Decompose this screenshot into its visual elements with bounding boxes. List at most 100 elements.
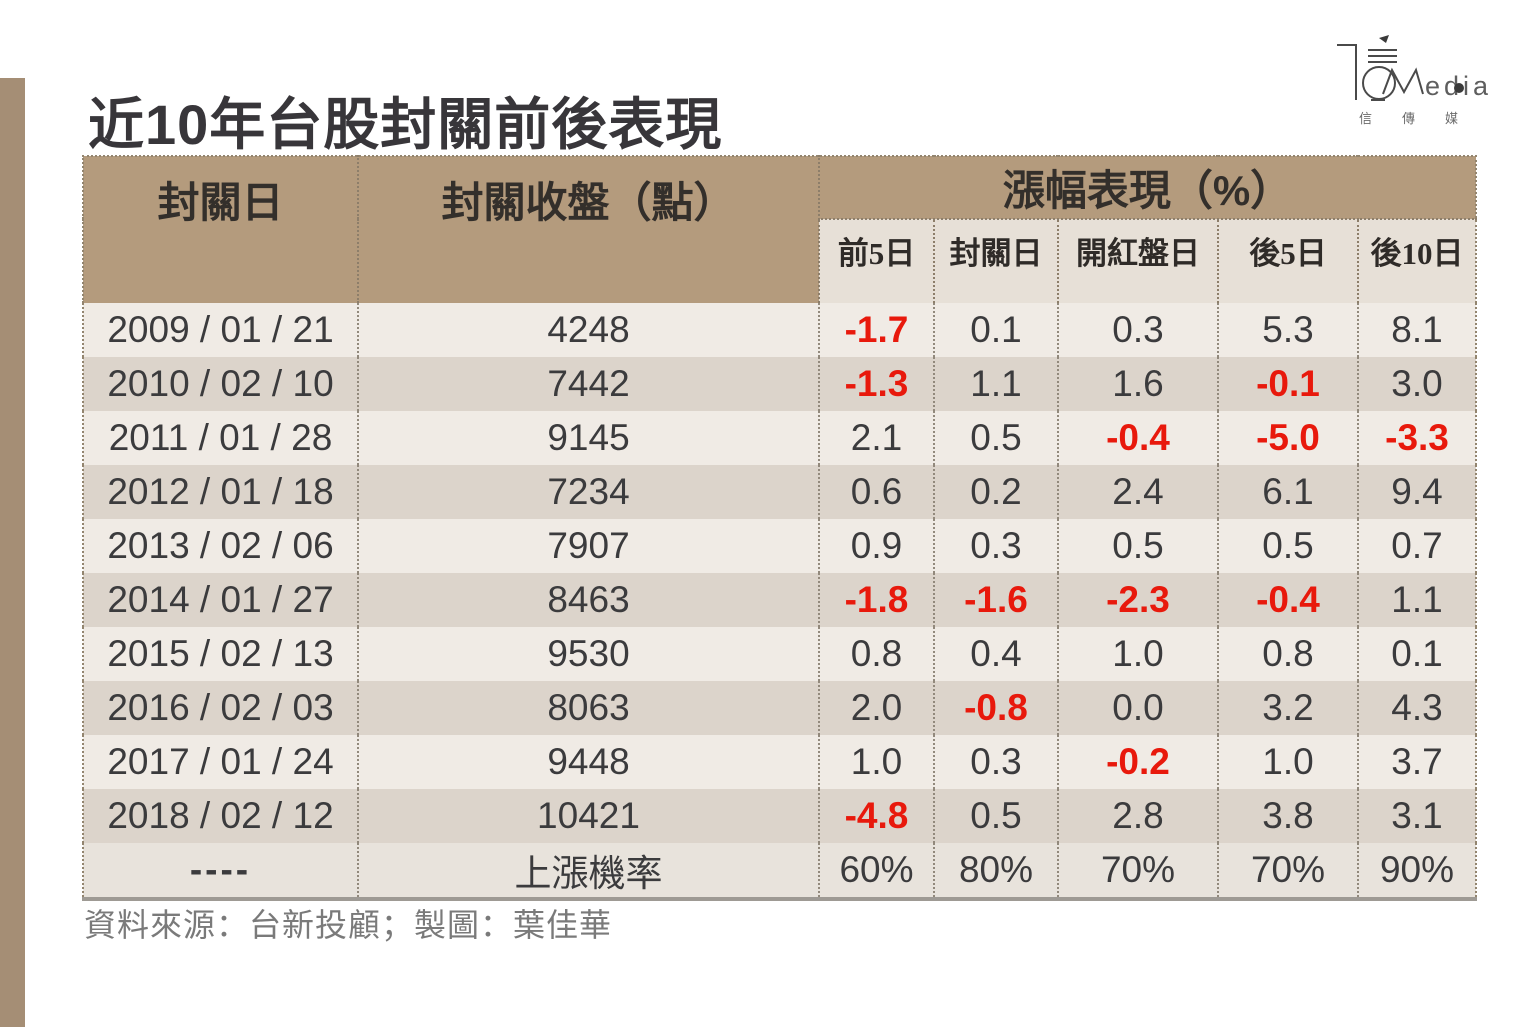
performance-cell: 0.1	[933, 303, 1058, 357]
performance-cell: -0.1	[1217, 357, 1358, 411]
performance-cell: 1.1	[1356, 573, 1477, 627]
performance-cell: 0.8	[818, 627, 934, 681]
performance-cell: -1.3	[818, 357, 934, 411]
performance-cell: 0.3	[933, 735, 1058, 789]
performance-cell: 0.3	[1057, 303, 1218, 357]
performance-table: 封關日 封關收盤（點） 漲幅表現（%） 前5日 封關日 開紅盤日 後5日 後10…	[82, 155, 1478, 901]
closing-points-cell: 4248	[357, 303, 819, 357]
source-note: 資料來源：台新投顧；製圖：葉佳華	[84, 907, 613, 943]
performance-cell: 1.0	[1217, 735, 1358, 789]
table-row: 2009 / 01 / 21 4248 -1.7 0.1 0.3 5.3 8.1	[83, 303, 1477, 357]
performance-cell: 60%	[818, 843, 934, 899]
performance-cell: 3.2	[1217, 681, 1358, 735]
performance-cell: 80%	[933, 843, 1058, 899]
performance-cell: -0.4	[1217, 573, 1358, 627]
performance-cell: 0.0	[1057, 681, 1218, 735]
performance-cell: 1.6	[1057, 357, 1218, 411]
closing-points-cell: 9530	[357, 627, 819, 681]
table-row: 2014 / 01 / 27 8463 -1.8 -1.6 -2.3 -0.4 1.1	[83, 573, 1477, 627]
performance-cell: -1.6	[933, 573, 1058, 627]
subheader-reopen-day: 開紅盤日	[1057, 219, 1218, 303]
table-row: 2017 / 01 / 24 9448 1.0 0.3 -0.2 1.0 3.7	[83, 735, 1477, 789]
performance-cell: -1.8	[818, 573, 934, 627]
performance-cell: 2.4	[1057, 465, 1218, 519]
left-accent-bar	[0, 78, 25, 1027]
table-row: 2016 / 02 / 03 8063 2.0 -0.8 0.0 3.2 4.3	[83, 681, 1477, 735]
closure-date-cell: 2009 / 01 / 21	[83, 303, 358, 357]
performance-cell: 0.5	[933, 411, 1058, 465]
table-row: 2015 / 02 / 13 9530 0.8 0.4 1.0 0.8 0.1	[83, 627, 1477, 681]
performance-cell: 0.9	[818, 519, 934, 573]
subheader-pre5: 前5日	[818, 219, 934, 303]
logo-cjk-text: 信傳媒	[1359, 111, 1488, 126]
closing-points-cell: 9448	[357, 735, 819, 789]
closing-points-cell: 7907	[357, 519, 819, 573]
table-row: 2012 / 01 / 18 7234 0.6 0.2 2.4 6.1 9.4	[83, 465, 1477, 519]
closure-date-cell: 2016 / 02 / 03	[83, 681, 358, 735]
performance-cell: 70%	[1057, 843, 1218, 899]
performance-cell: 1.0	[818, 735, 934, 789]
performance-cell: 5.3	[1217, 303, 1358, 357]
performance-cell: 2.8	[1057, 789, 1218, 843]
performance-cell: -5.0	[1217, 411, 1358, 465]
page-title: 近10年台股封關前後表現	[88, 92, 723, 156]
table-row: 2018 / 02 / 12 10421 -4.8 0.5 2.8 3.8 3.1	[83, 789, 1477, 843]
performance-cell: -0.8	[933, 681, 1058, 735]
closing-points-cell: 8463	[357, 573, 819, 627]
performance-cell: 1.1	[933, 357, 1058, 411]
performance-cell: 3.1	[1356, 789, 1477, 843]
performance-cell: 0.2	[933, 465, 1058, 519]
table-row: 2011 / 01 / 28 9145 2.1 0.5 -0.4 -5.0 -3.3	[83, 411, 1477, 465]
closing-points-cell: 10421	[357, 789, 819, 843]
header-closure-date: 封關日	[83, 156, 358, 303]
performance-cell: 2.0	[818, 681, 934, 735]
performance-cell: 0.1	[1356, 627, 1477, 681]
closing-points-cell: 8063	[357, 681, 819, 735]
performance-cell: 0.6	[818, 465, 934, 519]
performance-cell: 6.1	[1217, 465, 1358, 519]
closure-date-cell: 2017 / 01 / 24	[83, 735, 358, 789]
table-row: 2010 / 02 / 10 7442 -1.3 1.1 1.6 -0.1 3.0	[83, 357, 1477, 411]
closure-date-cell: 2014 / 01 / 27	[83, 573, 358, 627]
subheader-post10: 後10日	[1356, 219, 1477, 303]
table-body: 2009 / 01 / 21 4248 -1.7 0.1 0.3 5.3 8.1 2010 /…	[83, 303, 1477, 899]
performance-cell: 1.0	[1057, 627, 1218, 681]
performance-cell: 0.5	[1217, 519, 1358, 573]
table-header: 封關日 封關收盤（點） 漲幅表現（%） 前5日 封關日 開紅盤日 後5日 後10…	[83, 156, 1477, 303]
performance-cell: -2.3	[1057, 573, 1218, 627]
performance-cell: -1.7	[818, 303, 934, 357]
closing-points-cell: 上漲機率	[357, 843, 819, 899]
closing-points-cell: 7442	[357, 357, 819, 411]
closure-date-cell: 2013 / 02 / 06	[83, 519, 358, 573]
performance-cell: 3.0	[1356, 357, 1477, 411]
summary-row: ---- 上漲機率 60% 80% 70% 70% 90%	[83, 843, 1477, 899]
cmedia-logo: edia 信傳媒	[1335, 28, 1510, 128]
closure-date-cell: 2012 / 01 / 18	[83, 465, 358, 519]
performance-cell: 2.1	[818, 411, 934, 465]
performance-cell: -3.3	[1356, 411, 1477, 465]
header-closing-points: 封關收盤（點）	[357, 156, 819, 303]
performance-cell: 90%	[1356, 843, 1477, 899]
performance-cell: 4.3	[1356, 681, 1477, 735]
header-performance-group: 漲幅表現（%）	[817, 156, 1477, 220]
performance-cell: -4.8	[818, 789, 934, 843]
cmedia-logo-icon: edia 信傳媒	[1337, 35, 1488, 126]
performance-cell: 3.8	[1217, 789, 1358, 843]
closure-date-cell: ----	[83, 843, 358, 899]
performance-cell: 3.7	[1356, 735, 1477, 789]
subheader-post5: 後5日	[1217, 219, 1358, 303]
performance-cell: 0.5	[1057, 519, 1218, 573]
closing-points-cell: 7234	[357, 465, 819, 519]
performance-cell: 0.7	[1356, 519, 1477, 573]
closing-points-cell: 9145	[357, 411, 819, 465]
closure-date-cell: 2018 / 02 / 12	[83, 789, 358, 843]
performance-cell: 0.4	[933, 627, 1058, 681]
subheader-closure-day: 封關日	[933, 219, 1058, 303]
performance-cell: -0.2	[1057, 735, 1218, 789]
performance-cell: 0.3	[933, 519, 1058, 573]
table-row: 2013 / 02 / 06 7907 0.9 0.3 0.5 0.5 0.7	[83, 519, 1477, 573]
performance-cell: 0.8	[1217, 627, 1358, 681]
closure-date-cell: 2011 / 01 / 28	[83, 411, 358, 465]
performance-cell: 9.4	[1356, 465, 1477, 519]
closure-date-cell: 2015 / 02 / 13	[83, 627, 358, 681]
